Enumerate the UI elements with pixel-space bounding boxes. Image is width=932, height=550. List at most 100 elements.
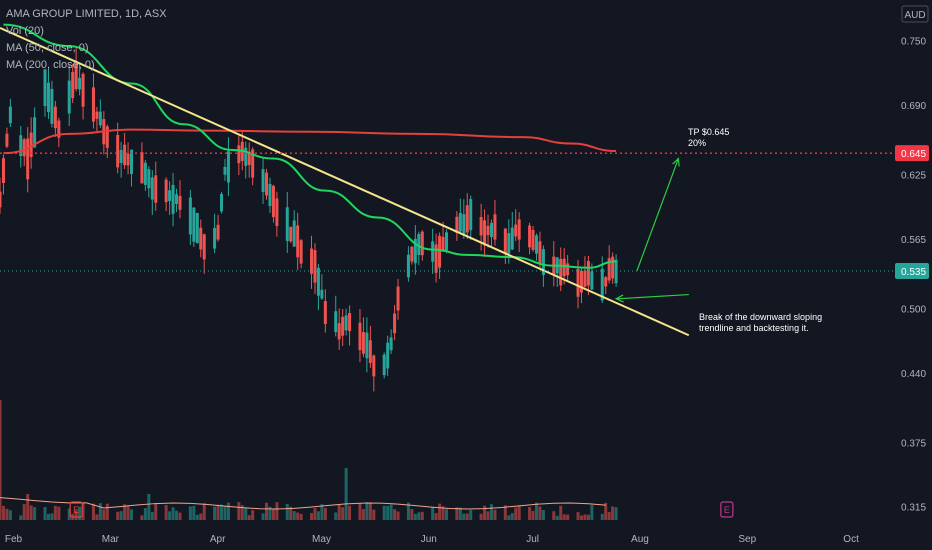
- candle-body: [116, 135, 120, 168]
- candle-body: [53, 106, 57, 129]
- volume-bar: [552, 511, 556, 520]
- volume-bar: [441, 506, 445, 520]
- volume-ma-line: [0, 497, 606, 510]
- tp-annotation[interactable]: TP $0.645 20%: [688, 127, 729, 149]
- legend-ma200[interactable]: MA (200, close, 0): [6, 59, 95, 71]
- candle-body: [164, 179, 168, 203]
- candle-body: [150, 177, 154, 200]
- candle-body: [534, 235, 538, 254]
- volume-bar: [393, 509, 397, 520]
- volume-bar: [140, 515, 144, 520]
- candle-body: [438, 235, 442, 268]
- volume-bar: [261, 513, 265, 520]
- volume-bar: [434, 513, 438, 520]
- candle-body: [226, 151, 230, 183]
- volume-bar: [611, 506, 615, 520]
- legend-ma50[interactable]: MA (50, close, 0): [6, 42, 89, 54]
- volume-bar: [171, 507, 175, 520]
- candle-body: [8, 106, 12, 124]
- price-axis[interactable]: AUD 0.750 0.690 0.625 0.565 0.500 0.440 0.375 0.…: [893, 0, 932, 550]
- volume-bar: [396, 511, 400, 520]
- target-price-tag[interactable]: [895, 145, 929, 162]
- volume-bar: [541, 509, 545, 520]
- volume-bar: [389, 504, 393, 520]
- trendline[interactable]: [0, 26, 690, 337]
- volume-bar: [119, 511, 123, 520]
- volume-bar: [143, 508, 147, 520]
- candle-body: [126, 153, 130, 166]
- candle-body: [57, 120, 61, 138]
- volume-bar: [590, 504, 594, 520]
- volume-bar: [514, 507, 518, 520]
- currency-badge[interactable]: [901, 5, 929, 23]
- volume-bar: [247, 515, 251, 520]
- volume-bar: [67, 508, 71, 520]
- candle-body: [517, 219, 521, 240]
- candle-body: [341, 316, 345, 336]
- candle-body: [140, 152, 144, 184]
- volume-bar: [614, 507, 618, 520]
- volume-bar: [147, 494, 151, 520]
- arrowhead: [672, 157, 680, 167]
- candle-body: [396, 286, 400, 311]
- candle-body: [320, 289, 324, 299]
- volume-bar: [417, 512, 421, 520]
- ma200-line[interactable]: [3, 128, 617, 155]
- legend-volume[interactable]: Vol (20): [6, 25, 44, 37]
- breakout-note[interactable]: Break of the downward sloping trendline …: [699, 312, 822, 334]
- candle-body: [566, 263, 570, 276]
- candle-body: [268, 183, 272, 206]
- symbol-title[interactable]: AMA GROUP LIMITED, 1D, ASX: [6, 8, 167, 20]
- candle-body: [434, 244, 438, 273]
- current-price-tag-text: 0.535: [901, 267, 926, 278]
- candle-body: [313, 250, 317, 283]
- time-axis[interactable]: Feb Mar Apr May Jun Jul Aug Sep Oct: [5, 534, 859, 545]
- volume-bar: [168, 511, 172, 520]
- volume-bar: [22, 504, 26, 520]
- current-price-tag[interactable]: [895, 263, 929, 279]
- volume-bar: [299, 513, 303, 520]
- volume-bar: [81, 502, 85, 520]
- candle-body: [247, 151, 251, 166]
- volume-bar: [244, 507, 248, 520]
- volume-bar: [240, 505, 244, 520]
- earnings-marker[interactable]: [720, 501, 734, 518]
- volume-bar: [265, 502, 269, 520]
- volume-bar: [534, 502, 538, 520]
- earnings-marker[interactable]: [69, 501, 83, 518]
- time-tick-label: Sep: [738, 534, 756, 545]
- ma50-line[interactable]: [3, 23, 617, 269]
- candle-body: [154, 175, 158, 203]
- candle-body: [458, 212, 462, 232]
- price-tick-label: 0.625: [901, 171, 926, 182]
- volume-bar: [483, 505, 487, 520]
- candle-body: [192, 207, 196, 242]
- volume-bar: [507, 515, 511, 520]
- candle-body: [310, 248, 314, 274]
- arrow-projection-up[interactable]: [636, 158, 679, 272]
- volume-bar: [531, 510, 535, 520]
- price-tick-label: 0.500: [901, 304, 926, 315]
- volume-bar: [341, 507, 345, 520]
- candle-body: [147, 169, 151, 189]
- candle-body: [389, 337, 393, 351]
- price-tick-label: 0.690: [901, 101, 926, 112]
- candle-body: [43, 69, 47, 107]
- candle-body: [579, 270, 583, 293]
- candle-body: [604, 277, 608, 287]
- volume-bar: [348, 505, 352, 520]
- volume-bar: [5, 508, 9, 520]
- volume-bar: [479, 513, 483, 520]
- candle-body: [105, 126, 109, 148]
- candle-body: [46, 82, 50, 112]
- candle-body: [275, 198, 279, 227]
- price-tick-label: 0.440: [901, 369, 926, 380]
- arrow-pointer-left[interactable]: [616, 293, 689, 300]
- volume-bar: [420, 511, 424, 520]
- volume-bar: [489, 504, 493, 520]
- volume-bar: [213, 506, 217, 520]
- volume-bar: [320, 504, 324, 520]
- breakout-note-line2: trendline and backtesting it.: [699, 323, 809, 333]
